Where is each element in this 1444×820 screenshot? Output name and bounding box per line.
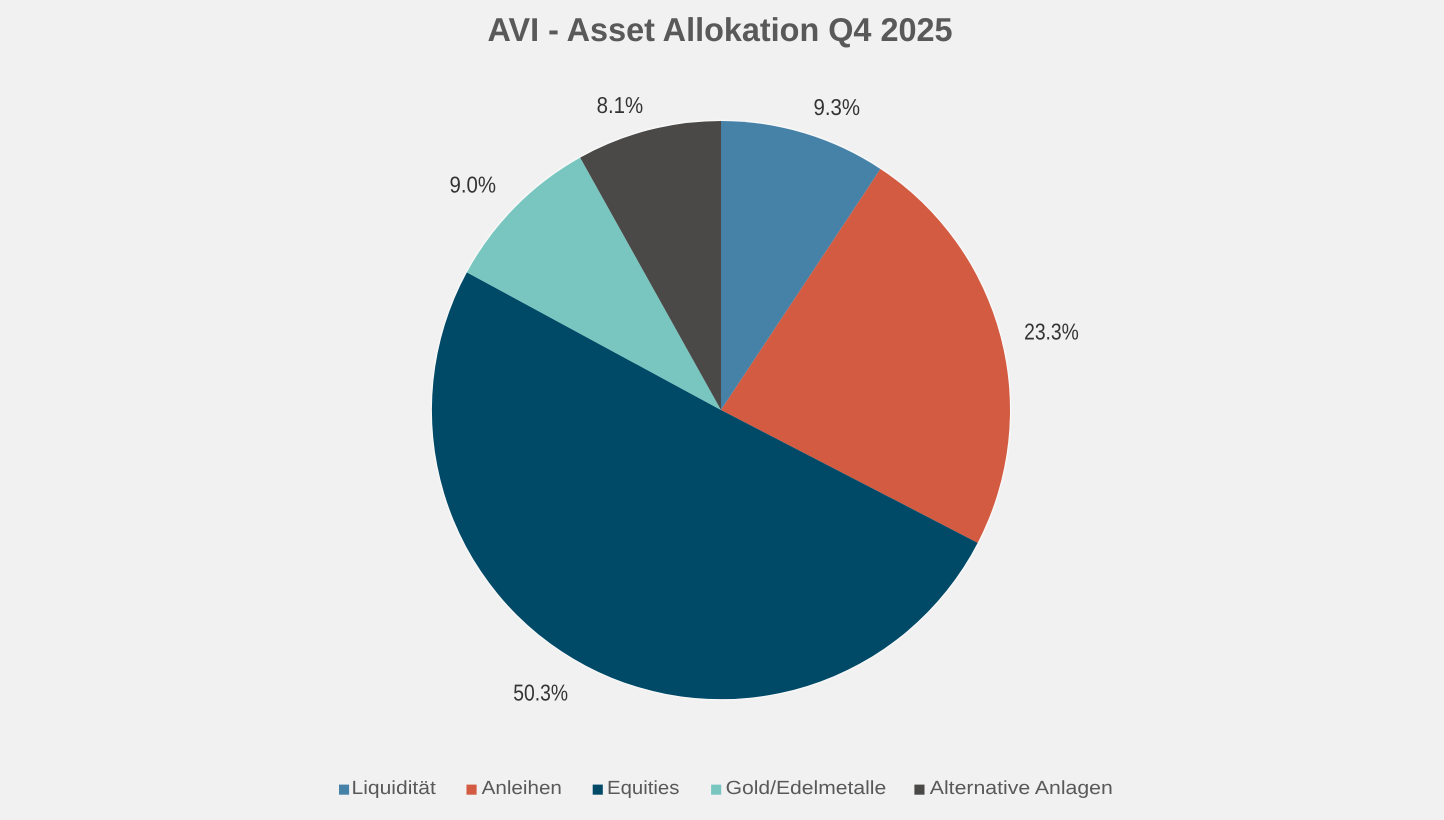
svg-text:Anleihen: Anleihen [482,778,562,799]
svg-text:23.3%: 23.3% [1024,319,1079,345]
svg-text:8.1%: 8.1% [597,92,644,118]
svg-text:Equities: Equities [607,778,679,799]
svg-text:Alternative Anlagen: Alternative Anlagen [930,778,1113,799]
svg-text:Gold/Edelmetalle: Gold/Edelmetalle [726,778,887,799]
svg-text:AVI - Asset Allokation Q4 2025: AVI - Asset Allokation Q4 2025 [488,11,953,48]
svg-text:50.3%: 50.3% [513,680,568,706]
svg-text:9.3%: 9.3% [814,94,861,120]
svg-text:Liquidität: Liquidität [352,778,437,799]
svg-text:9.0%: 9.0% [450,171,497,197]
